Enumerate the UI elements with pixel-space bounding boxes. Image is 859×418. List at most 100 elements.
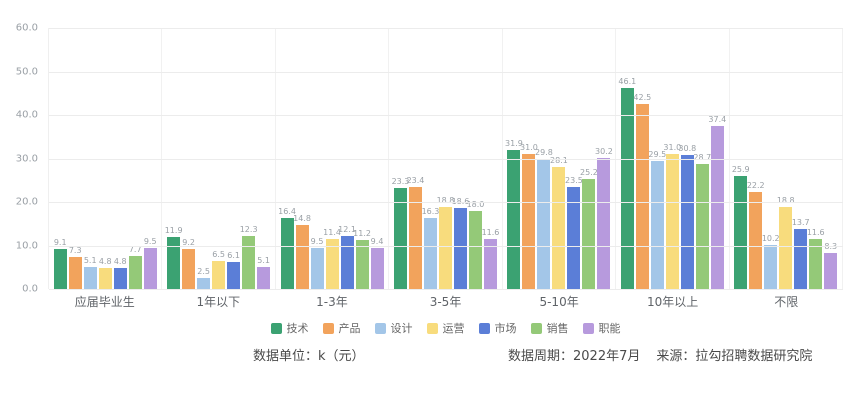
bar-设计[interactable]: 29.5 [648,150,666,289]
bar-市场[interactable]: 13.7 [792,218,810,289]
bar-运营[interactable]: 18.8 [437,196,454,289]
bar-销售[interactable]: 7.7 [128,245,142,289]
y-tick-label: 50.0 [15,66,38,77]
bar-市场[interactable]: 30.8 [678,144,696,289]
grid-line [49,245,843,247]
grid-line [49,202,843,203]
bar-职能[interactable]: 5.1 [257,256,271,289]
bar-value-label: 28.7 [693,153,711,162]
bar-value-label: 12.1 [338,225,356,235]
bar-设计[interactable]: 10.2 [762,234,780,289]
bar-职能[interactable]: 9.5 [143,237,157,289]
bar-技术[interactable]: 46.1 [618,77,636,289]
legend-item-销售[interactable]: 销售 [530,320,569,336]
bar-市场[interactable]: 6.1 [227,251,241,289]
bar-职能[interactable]: 30.2 [595,147,613,289]
data-unit-caption: 数据单位：k（元） [253,349,365,364]
bar-市场[interactable]: 18.6 [452,197,469,289]
bar-销售[interactable]: 11.6 [807,228,825,289]
bar-value-label: 11.6 [481,227,500,237]
bar-技术[interactable]: 31.9 [505,139,523,289]
legend-swatch-icon [270,322,282,334]
legend-item-技术[interactable]: 技术 [270,320,309,336]
legend-item-运营[interactable]: 运营 [426,320,465,336]
bar-职能[interactable]: 11.6 [482,228,499,289]
x-category-label: 不限 [774,295,799,309]
grid-line [49,158,843,160]
x-axis-labels: 应届毕业生 1年以下 1-3年 3-5年 5-10年 10年以上 不限 [48,293,843,310]
bar-value-label: 6.1 [227,251,240,261]
bar-group-4: 23.323.4 16.318.818.618.0 11.6 [389,28,503,289]
bar-value-label: 11.6 [806,227,825,237]
bar-产品[interactable]: 9.2 [182,238,196,289]
bar-运营[interactable]: 6.5 [212,250,226,289]
x-category-label: 10年以上 [647,295,699,309]
bar-技术[interactable]: 25.9 [732,165,750,289]
bar-groups: 9.1 7.3 5.1 4.8 4.8 7.7 9.5 11.9 9.2 2.5 6.5 6.1 12.… [49,28,843,289]
x-category-label: 应届毕业生 [74,295,135,309]
bar-group-6: 46.1 42.5 29.531.030.828.7 37.4 [616,28,730,289]
bar-value-label: 37.4 [708,115,727,125]
bar-运营[interactable]: 11.4 [323,228,341,289]
bar-产品[interactable]: 22.2 [747,181,765,289]
bar-value-label: 31.0 [519,143,538,153]
bar-销售[interactable]: 11.2 [353,229,371,289]
legend-label: 产品 [338,322,361,335]
bar-运营[interactable]: 28.1 [550,156,568,289]
bar-value-label: 9.5 [143,236,157,246]
bar-销售[interactable]: 25.2 [580,168,598,289]
bar-value-label: 18.8 [436,196,455,206]
bar-技术[interactable]: 23.3 [392,177,409,289]
bar-销售[interactable]: 28.7 [693,153,711,289]
legend-label: 市场 [494,322,517,335]
bar-产品[interactable]: 14.8 [293,214,311,289]
y-tick-label: 10.0 [15,240,38,251]
bar-运营[interactable]: 31.0 [663,143,681,289]
bar-运营[interactable]: 4.8 [98,257,112,289]
bar-职能[interactable]: 9.4 [370,237,384,289]
bar-value-label: 10.2 [761,233,780,243]
bar-销售[interactable]: 12.3 [240,225,258,289]
bar-设计[interactable]: 5.1 [83,256,97,289]
bar-设计[interactable]: 9.5 [310,237,324,289]
legend-label: 设计 [390,322,413,335]
bar-value-label: 12.3 [239,224,258,234]
legend-swatch-icon [322,322,334,334]
bar-职能[interactable]: 8.3 [824,242,838,289]
y-tick-label: 60.0 [15,22,38,34]
x-category-label: 3-5年 [429,295,462,309]
bar-技术[interactable]: 9.1 [53,238,67,289]
bar-产品[interactable]: 31.0 [520,143,538,289]
legend-label: 销售 [546,322,569,335]
legend-item-设计[interactable]: 设计 [374,320,413,336]
bar-产品[interactable]: 7.3 [68,246,82,289]
bar-设计[interactable]: 2.5 [197,267,211,289]
bar-市场[interactable]: 12.1 [338,225,356,289]
bar-市场[interactable]: 23.5 [565,176,583,289]
bar-设计[interactable]: 29.8 [535,148,553,289]
bar-设计[interactable]: 16.3 [422,207,439,289]
legend-item-产品[interactable]: 产品 [322,320,361,336]
bar-value-label: 11.2 [353,229,371,239]
bar-value-label: 6.5 [212,249,225,259]
bar-技术[interactable]: 11.9 [165,226,183,289]
bar-value-label: 14.8 [293,213,311,223]
x-category-label: 1-3年 [316,295,348,309]
bar-运营[interactable]: 18.8 [777,196,795,289]
legend-item-职能[interactable]: 职能 [582,320,621,336]
bar-市场[interactable]: 4.8 [113,257,127,289]
y-tick-label: 40.0 [15,109,38,121]
legend-item-市场[interactable]: 市场 [478,320,517,336]
bar-销售[interactable]: 18.0 [467,200,484,289]
bar-value-label: 25.9 [731,165,750,175]
bar-value-label: 31.0 [663,143,682,153]
legend-label: 运营 [442,322,465,335]
bar-value-label: 9.1 [53,238,67,248]
bar-value-label: 7.3 [68,246,82,256]
bar-职能[interactable]: 37.4 [708,115,726,289]
bar-产品[interactable]: 42.5 [633,93,651,289]
bar-产品[interactable]: 23.4 [407,176,424,289]
bar-技术[interactable]: 16.4 [278,207,296,289]
bar-value-label: 30.8 [678,144,697,154]
